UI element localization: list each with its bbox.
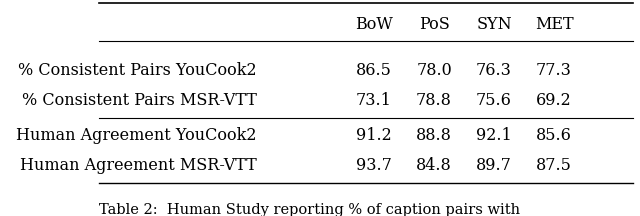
Text: 78.8: 78.8: [416, 92, 452, 109]
Text: 75.6: 75.6: [476, 92, 512, 109]
Text: 69.2: 69.2: [536, 92, 572, 109]
Text: 89.7: 89.7: [476, 157, 512, 174]
Text: BoW: BoW: [355, 16, 393, 33]
Text: 76.3: 76.3: [476, 62, 512, 79]
Text: PoS: PoS: [419, 16, 449, 33]
Text: 73.1: 73.1: [356, 92, 392, 109]
Text: Human Agreement MSR-VTT: Human Agreement MSR-VTT: [20, 157, 257, 174]
Text: Human Agreement YouCook2: Human Agreement YouCook2: [16, 127, 257, 144]
Text: % Consistent Pairs MSR-VTT: % Consistent Pairs MSR-VTT: [22, 92, 257, 109]
Text: SYN: SYN: [476, 16, 512, 33]
Text: 92.1: 92.1: [476, 127, 512, 144]
Text: 91.2: 91.2: [356, 127, 392, 144]
Text: 85.6: 85.6: [536, 127, 572, 144]
Text: Table 2:  Human Study reporting % of caption pairs with: Table 2: Human Study reporting % of capt…: [99, 203, 520, 216]
Text: 78.0: 78.0: [416, 62, 452, 79]
Text: % Consistent Pairs YouCook2: % Consistent Pairs YouCook2: [18, 62, 257, 79]
Text: MET: MET: [535, 16, 573, 33]
Text: 87.5: 87.5: [536, 157, 572, 174]
Text: 86.5: 86.5: [356, 62, 392, 79]
Text: 84.8: 84.8: [416, 157, 452, 174]
Text: 77.3: 77.3: [536, 62, 572, 79]
Text: 88.8: 88.8: [416, 127, 452, 144]
Text: 93.7: 93.7: [356, 157, 392, 174]
